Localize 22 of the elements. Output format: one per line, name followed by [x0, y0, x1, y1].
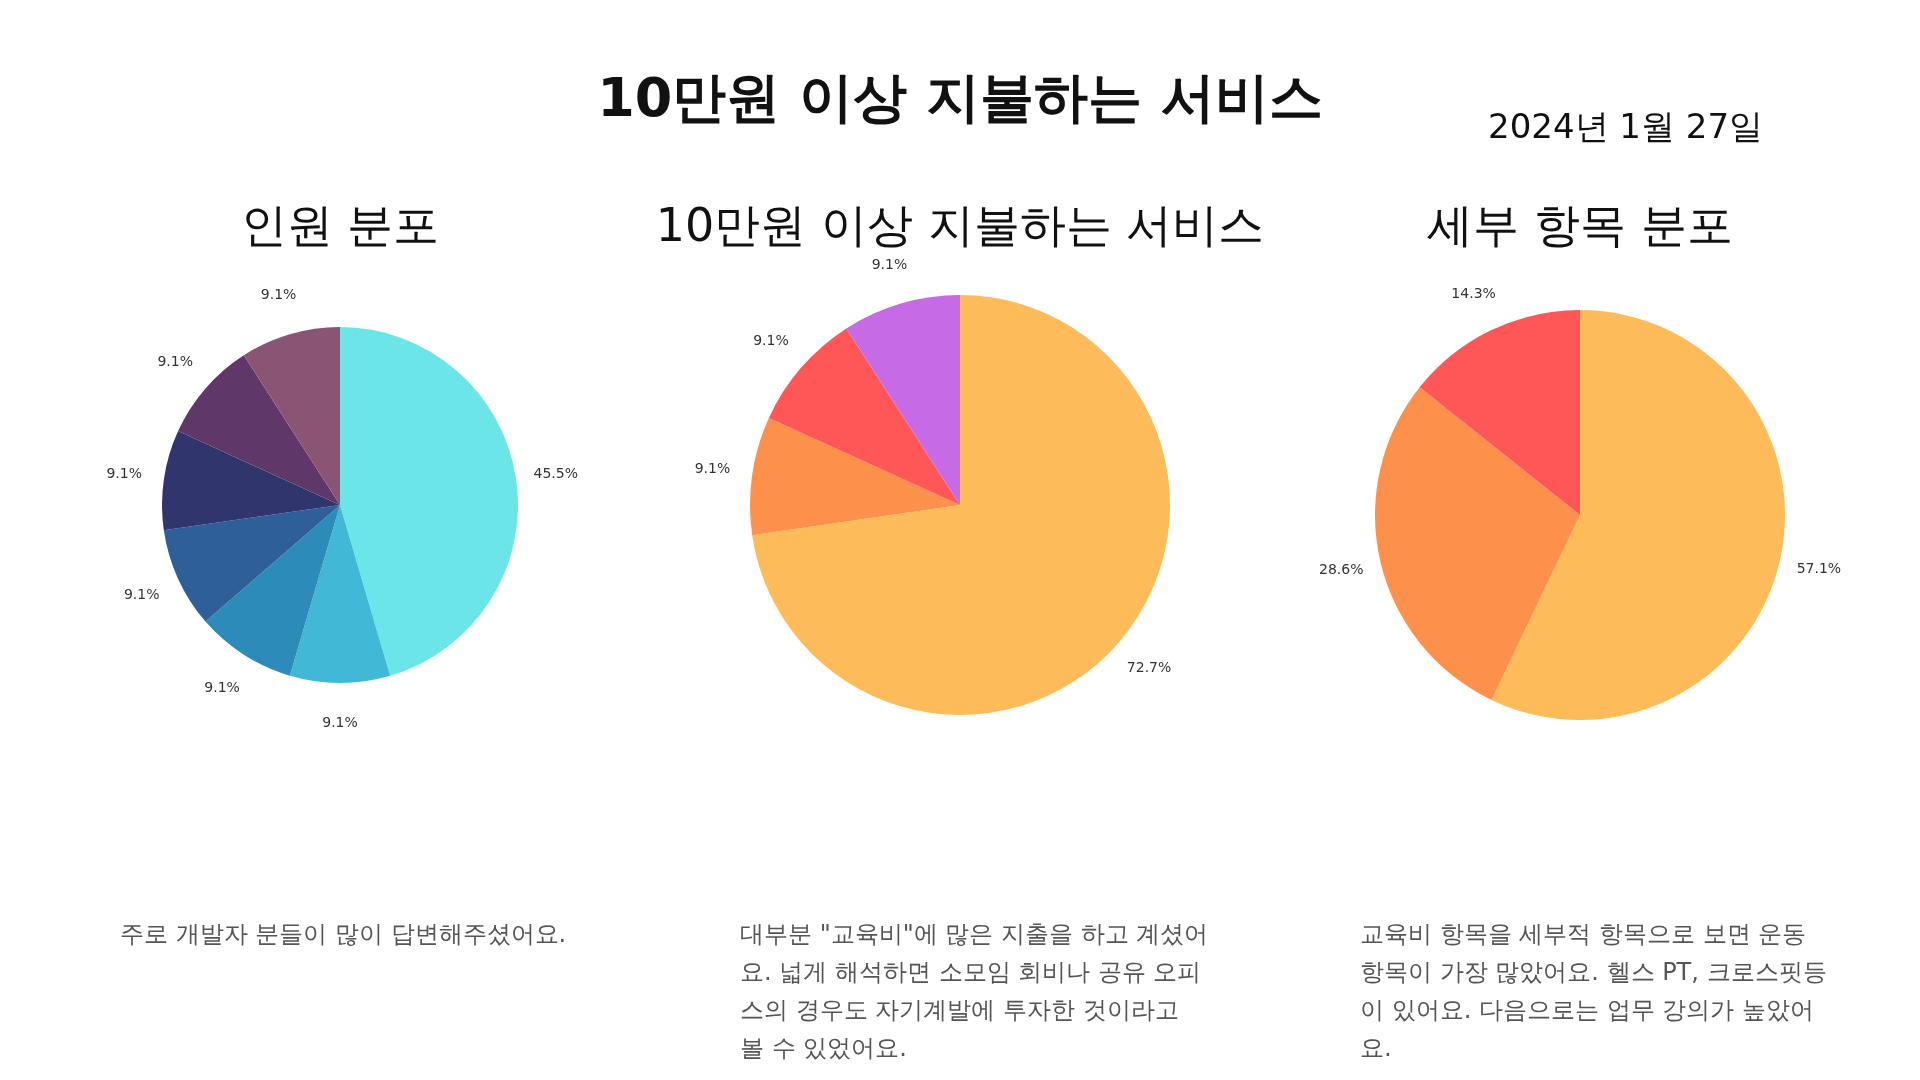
data-label: 14.3% [1451, 284, 1496, 301]
data-label: 57.1% [1796, 559, 1842, 576]
data-label: 9.1% [694, 460, 731, 477]
data-label: 9.1% [753, 332, 789, 349]
text: 교육비 항목을 세부적 항목으로 보면 운동항목이 가장 많았어요. 헬스 PT, 크로스핏등이 있어요. 다음으로는 업무 강의가 높았어요. [1360, 919, 1828, 1064]
data-label: 72.7% [1126, 659, 1172, 676]
chart-title: 10만원 이상 지불하는 서비스 [655, 198, 1265, 252]
data-label: 9.1% [106, 464, 143, 481]
data-label: 45.5% [533, 464, 579, 481]
data-label: 9.1% [322, 713, 358, 730]
data-label: 9.1% [157, 352, 194, 369]
text: 10만원 이상 지불하는 서비스 [597, 66, 1323, 129]
text: 대부분 "교육비"에 많은 지출을 하고 계셨어요. 넓게 해석하면 소모임 회비나 공유 오피스의 경우도 자기계발에 투자한 것이라고 볼 수 있었어요. [740, 919, 1210, 1064]
data-label: 9.1% [260, 286, 297, 303]
data-label: 9.1% [204, 679, 240, 696]
data-label: 9.1% [871, 255, 908, 272]
data-label: 28.6% [1319, 560, 1364, 577]
chart-title: 인원 분포 [239, 197, 441, 254]
chart-title: 세부 항목 분포 [1426, 197, 1734, 254]
data-label: 9.1% [123, 586, 160, 603]
text: 2024년 1월 27일 [1488, 105, 1764, 148]
text: 주로 개발자 분들이 많이 답변해주셨어요. [120, 919, 568, 950]
